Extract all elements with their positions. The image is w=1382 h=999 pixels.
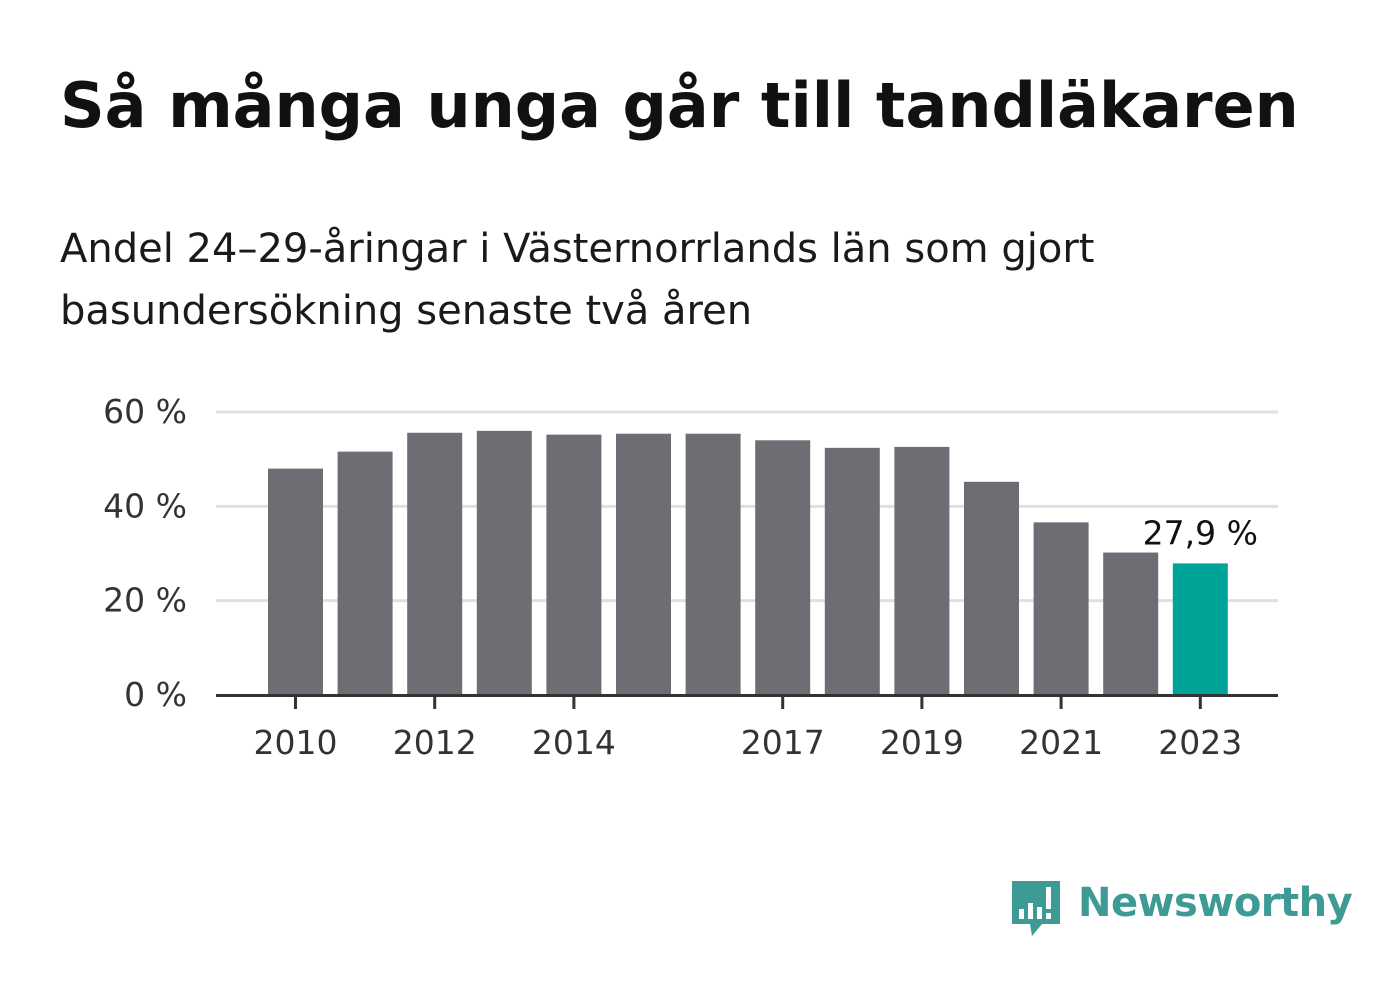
bar-2012 xyxy=(407,432,463,695)
bar-2014 xyxy=(546,434,602,695)
y-tick-label: 60 % xyxy=(103,392,187,431)
data-labels: 27,9 % xyxy=(1143,513,1258,552)
bar-2023 xyxy=(1172,563,1228,695)
y-axis-labels: 0 % 20 % 40 % 60 % xyxy=(103,392,187,714)
bar-2011 xyxy=(337,451,393,695)
x-tick-label: 2017 xyxy=(741,723,825,762)
bar-2015 xyxy=(616,433,671,695)
bar-2022 xyxy=(1103,552,1159,695)
bar-2020 xyxy=(964,481,1019,695)
bar-2013 xyxy=(476,430,532,695)
brand-name: Newsworthy xyxy=(1078,880,1353,926)
x-tick-label: 2023 xyxy=(1158,723,1242,762)
data-label-2023: 27,9 % xyxy=(1143,513,1258,552)
bar-2018 xyxy=(824,447,880,695)
bar-2019 xyxy=(894,446,950,695)
chart-subtitle: Andel 24–29-åringar i Västernorrlands lä… xyxy=(60,226,1095,334)
x-tick-label: 2019 xyxy=(880,723,964,762)
x-tick-label: 2021 xyxy=(1019,723,1103,762)
x-tick-label: 2010 xyxy=(254,723,338,762)
newsworthy-logo: Newsworthy xyxy=(1010,878,1353,942)
x-axis-labels: 2010 2012 2014 2017 2019 2021 2023 xyxy=(254,723,1243,762)
y-tick-label: 0 % xyxy=(124,675,187,714)
x-axis xyxy=(216,694,1278,709)
y-tick-label: 20 % xyxy=(103,581,187,620)
newsworthy-logo-icon xyxy=(1012,881,1060,936)
bar-2010 xyxy=(268,468,323,695)
y-tick-label: 40 % xyxy=(103,486,187,525)
grid-lines xyxy=(216,410,1278,603)
x-tick-label: 2014 xyxy=(532,723,616,762)
bar-2016 xyxy=(685,433,741,695)
bars xyxy=(268,430,1228,695)
chart-title: Så många unga går till tandläkaren xyxy=(60,69,1299,142)
bar-2021 xyxy=(1033,522,1089,695)
bar-2017 xyxy=(755,440,811,695)
x-tick-label: 2012 xyxy=(393,723,477,762)
